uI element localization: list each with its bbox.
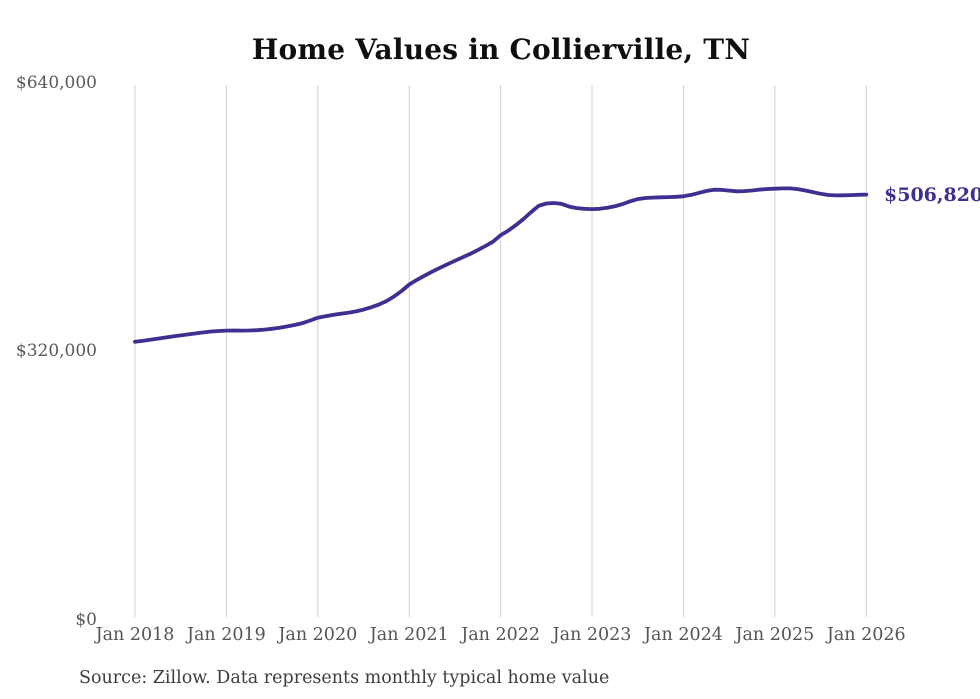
- year-gridlines: [134, 85, 867, 617]
- x-axis-tick-label: Jan 2019: [186, 625, 266, 645]
- chart-title: Home Values in Collierville, TN: [251, 33, 751, 66]
- latest-value-label: $506,820: [884, 183, 980, 206]
- source-note: Source: Zillow. Data represents monthly …: [79, 668, 610, 688]
- x-axis-tick-label: Jan 2020: [278, 625, 358, 645]
- y-axis-tick-label: $640,000: [15, 72, 97, 93]
- x-axis-tick-label: Jan 2023: [552, 625, 632, 645]
- y-axis-tick-label: $320,000: [15, 341, 97, 362]
- x-axis-tick-label: Jan 2025: [735, 625, 815, 645]
- x-axis-tick-label: Jan 2022: [461, 625, 541, 645]
- home-value-line: [133, 186, 869, 344]
- y-axis-tick-label: $0: [75, 610, 97, 630]
- x-axis-tick-label: Jan 2021: [369, 625, 449, 645]
- x-axis-tick-label: Jan 2024: [644, 625, 723, 645]
- x-axis-tick-label: Jan 2018: [95, 625, 175, 645]
- x-axis-tick-label: Jan 2026: [826, 625, 906, 645]
